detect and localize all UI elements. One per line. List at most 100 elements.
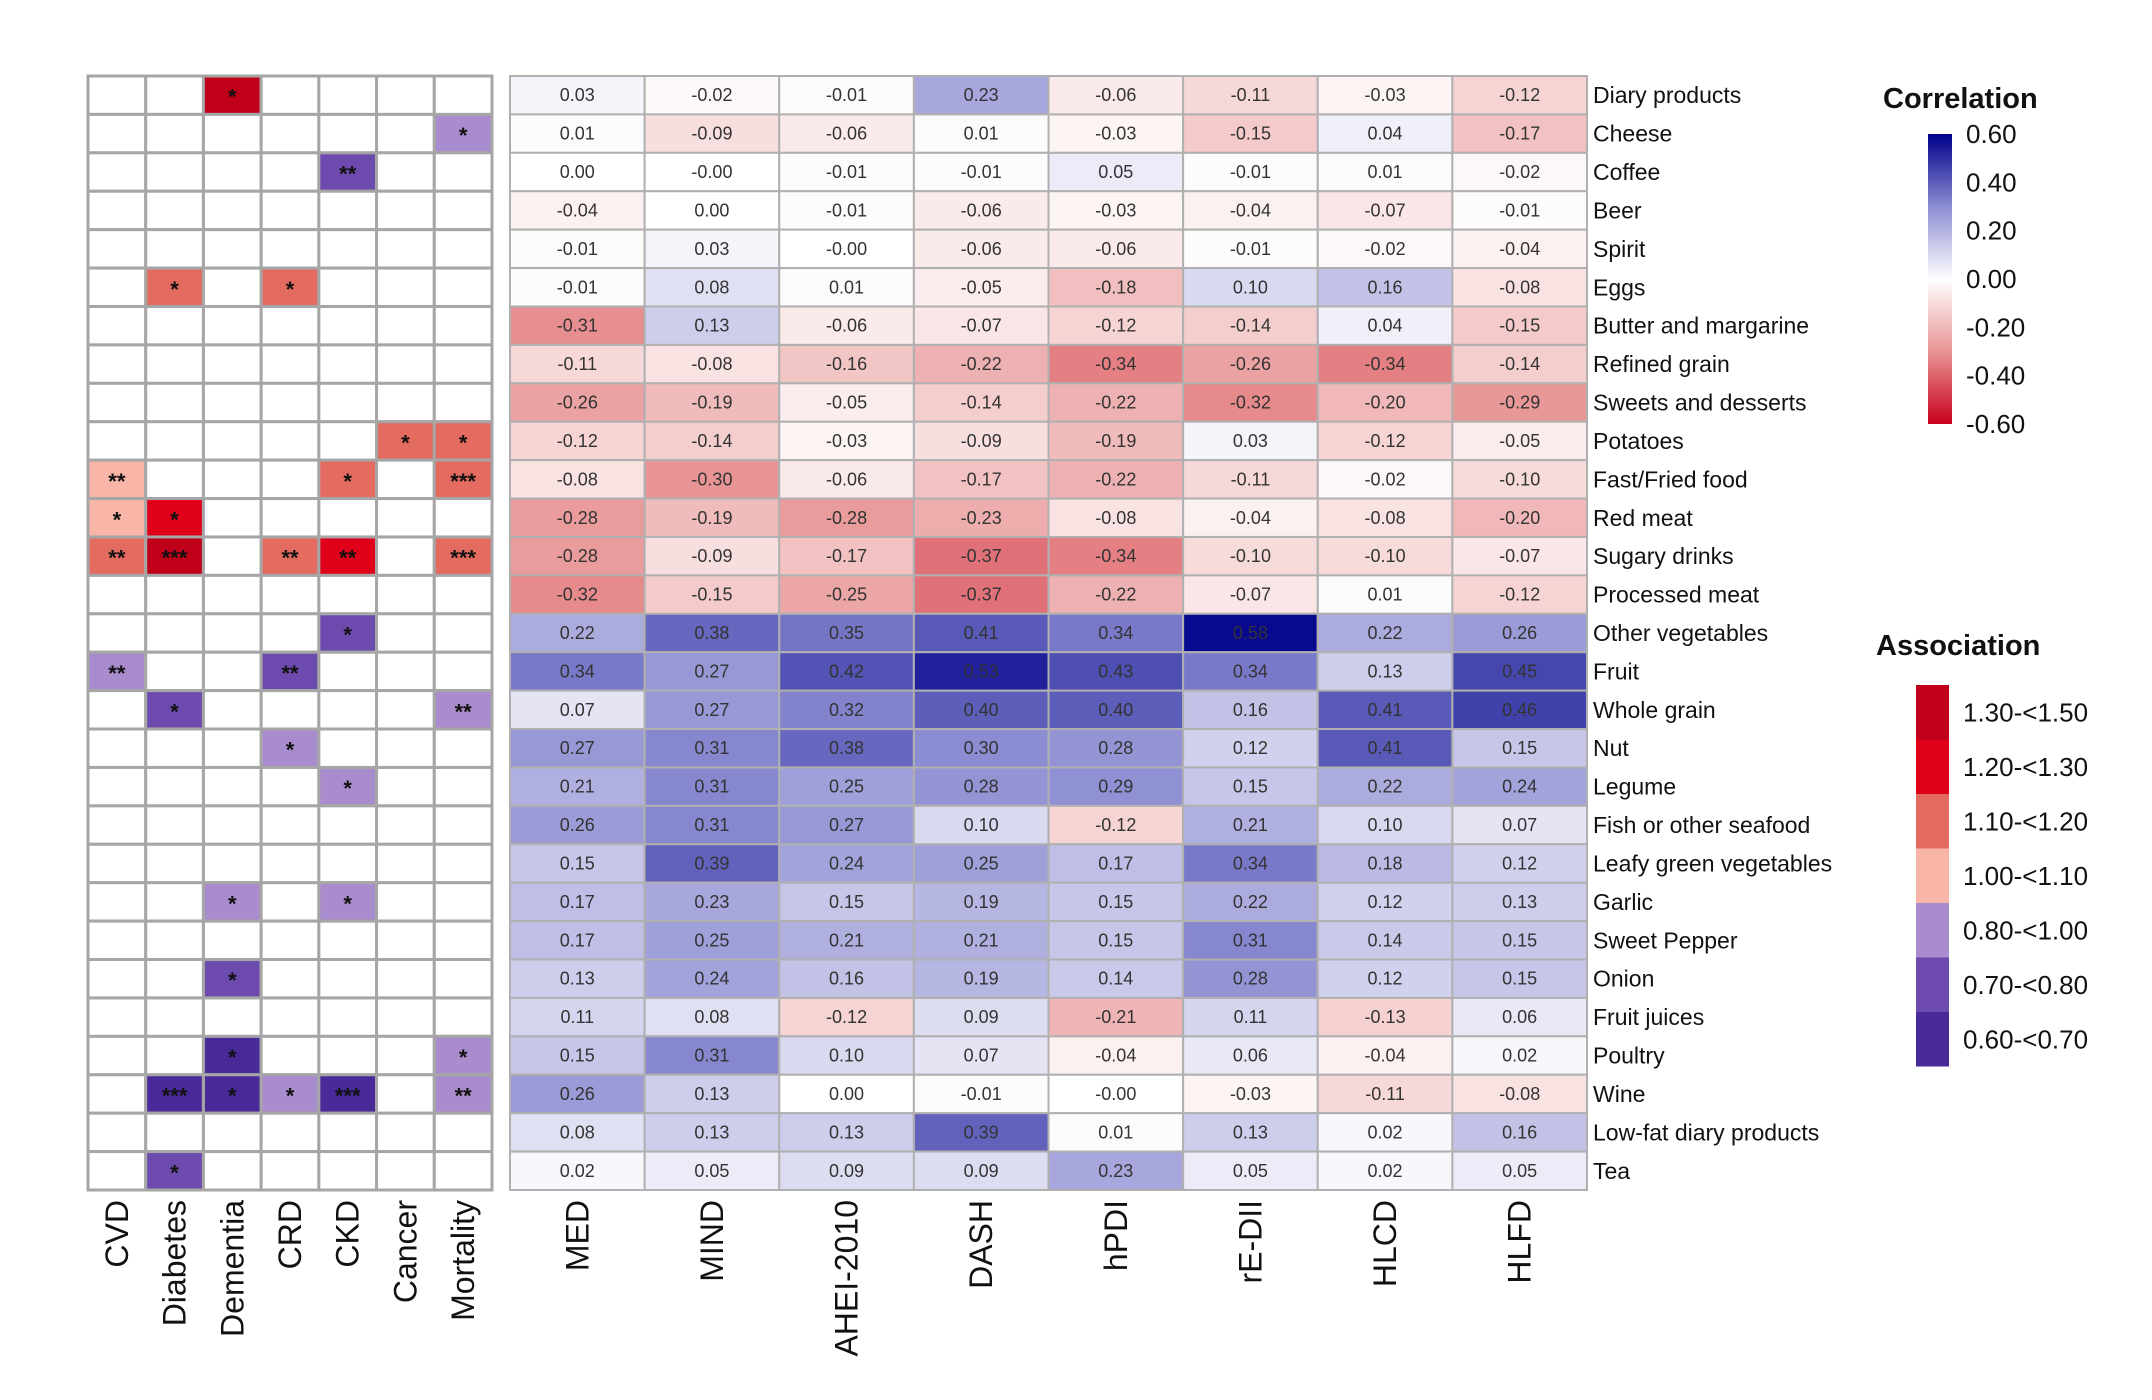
correlation-cell	[1451, 804, 1588, 846]
correlation-value: 0.26	[1502, 623, 1537, 643]
correlation-value: -0.07	[961, 316, 1002, 336]
correlation-cell	[778, 881, 915, 923]
correlation-legend-tick: 0.20	[1966, 216, 2017, 246]
association-cell	[201, 458, 263, 501]
correlation-value: -0.07	[1230, 585, 1271, 605]
correlation-value: 0.27	[829, 815, 864, 835]
correlation-cell	[509, 843, 646, 884]
correlation-value: -0.04	[1365, 1046, 1406, 1066]
correlation-value: -0.16	[826, 354, 867, 374]
correlation-value: 0.32	[829, 700, 864, 720]
association-legend-label: 0.70-<0.80	[1963, 970, 2088, 1000]
association-cell	[432, 765, 494, 808]
significance-mark: *	[459, 430, 468, 455]
association-cell	[375, 458, 436, 501]
association-cell	[317, 1111, 379, 1154]
row-label: Potatoes	[1593, 428, 1684, 454]
correlation-cell	[1316, 651, 1454, 692]
association-cell	[86, 689, 148, 731]
association-cell	[144, 727, 205, 769]
association-cell	[375, 650, 436, 693]
correlation-cell	[509, 1035, 646, 1076]
significance-mark: **	[455, 699, 473, 724]
significance-mark: **	[281, 546, 299, 571]
correlation-value: -0.34	[1095, 546, 1136, 566]
correlation-cell	[1182, 113, 1319, 154]
row-label: Leafy green vegetables	[1593, 850, 1832, 876]
correlation-value: -0.01	[1230, 239, 1271, 259]
association-cell	[432, 151, 494, 193]
correlation-legend-tick: -0.20	[1966, 312, 2025, 342]
correlation-value: -0.12	[557, 431, 598, 451]
association-cell	[144, 919, 205, 962]
correlation-value: -0.15	[1499, 316, 1540, 336]
correlation-value: 0.06	[1502, 1007, 1537, 1027]
association-cell	[375, 112, 436, 155]
correlation-cell	[1451, 420, 1588, 462]
association-legend-swatch	[1916, 848, 1949, 903]
correlation-value: 0.28	[1098, 738, 1133, 758]
correlation-cell	[509, 535, 646, 577]
correlation-value: -0.19	[691, 508, 732, 528]
correlation-value: 0.41	[964, 623, 999, 643]
association-cell	[86, 919, 148, 962]
correlation-cell	[1316, 958, 1454, 999]
association-column-label: CKD	[330, 1200, 366, 1268]
correlation-cell	[643, 766, 781, 807]
correlation-value: -0.12	[1499, 585, 1540, 605]
correlation-value: -0.11	[1231, 85, 1271, 105]
correlation-value: 0.15	[1233, 777, 1268, 797]
association-cell	[86, 727, 148, 769]
association-cell	[317, 304, 379, 347]
association-cell	[317, 996, 379, 1038]
correlation-value: 0.10	[964, 815, 999, 835]
correlation-value: -0.06	[961, 239, 1002, 259]
association-cell	[259, 381, 321, 424]
correlation-value: -0.28	[557, 546, 598, 566]
association-cell	[432, 304, 494, 347]
association-cell	[259, 689, 321, 731]
association-cell	[144, 304, 205, 347]
correlation-value: 0.27	[694, 700, 729, 720]
correlation-value: -0.14	[961, 393, 1002, 413]
correlation-value: 0.09	[964, 1161, 999, 1181]
correlation-value: 0.07	[1502, 815, 1537, 835]
correlation-value: 0.01	[829, 277, 864, 297]
correlation-cell	[1182, 1073, 1319, 1115]
correlation-value: -0.28	[826, 508, 867, 528]
association-cell	[317, 343, 379, 385]
correlation-column-label: DASH	[963, 1200, 999, 1289]
correlation-value: 0.00	[694, 200, 729, 220]
association-cell	[317, 189, 379, 232]
correlation-cell	[1451, 75, 1588, 116]
significance-mark: *	[170, 507, 179, 532]
correlation-cell	[1451, 113, 1588, 154]
association-cell	[201, 535, 263, 577]
correlation-value: -0.12	[1499, 85, 1540, 105]
association-cell	[259, 804, 321, 846]
correlation-cell	[1182, 497, 1319, 538]
correlation-value: 0.06	[1233, 1046, 1268, 1066]
correlation-cell	[643, 190, 781, 231]
association-cell	[144, 996, 205, 1038]
correlation-cell	[912, 113, 1050, 154]
correlation-value: -0.01	[557, 277, 598, 297]
association-cell	[259, 996, 321, 1038]
significance-mark: ***	[450, 469, 476, 494]
correlation-column-label: MED	[559, 1200, 595, 1271]
association-cell	[201, 650, 263, 693]
association-legend-label: 1.10-<1.20	[1963, 806, 2088, 836]
correlation-value: -0.09	[961, 431, 1002, 451]
correlation-cell	[1451, 535, 1588, 577]
association-cell	[317, 381, 379, 424]
association-cell	[86, 189, 148, 232]
correlation-value: -0.01	[1230, 162, 1271, 182]
row-label: Butter and margarine	[1593, 313, 1809, 339]
correlation-cell	[1451, 689, 1588, 731]
correlation-value: 0.29	[1098, 777, 1133, 797]
association-cell	[259, 151, 321, 193]
association-cell	[201, 497, 263, 539]
correlation-value: -0.08	[1095, 508, 1136, 528]
correlation-value: -0.32	[557, 585, 598, 605]
correlation-cell	[1047, 382, 1185, 423]
